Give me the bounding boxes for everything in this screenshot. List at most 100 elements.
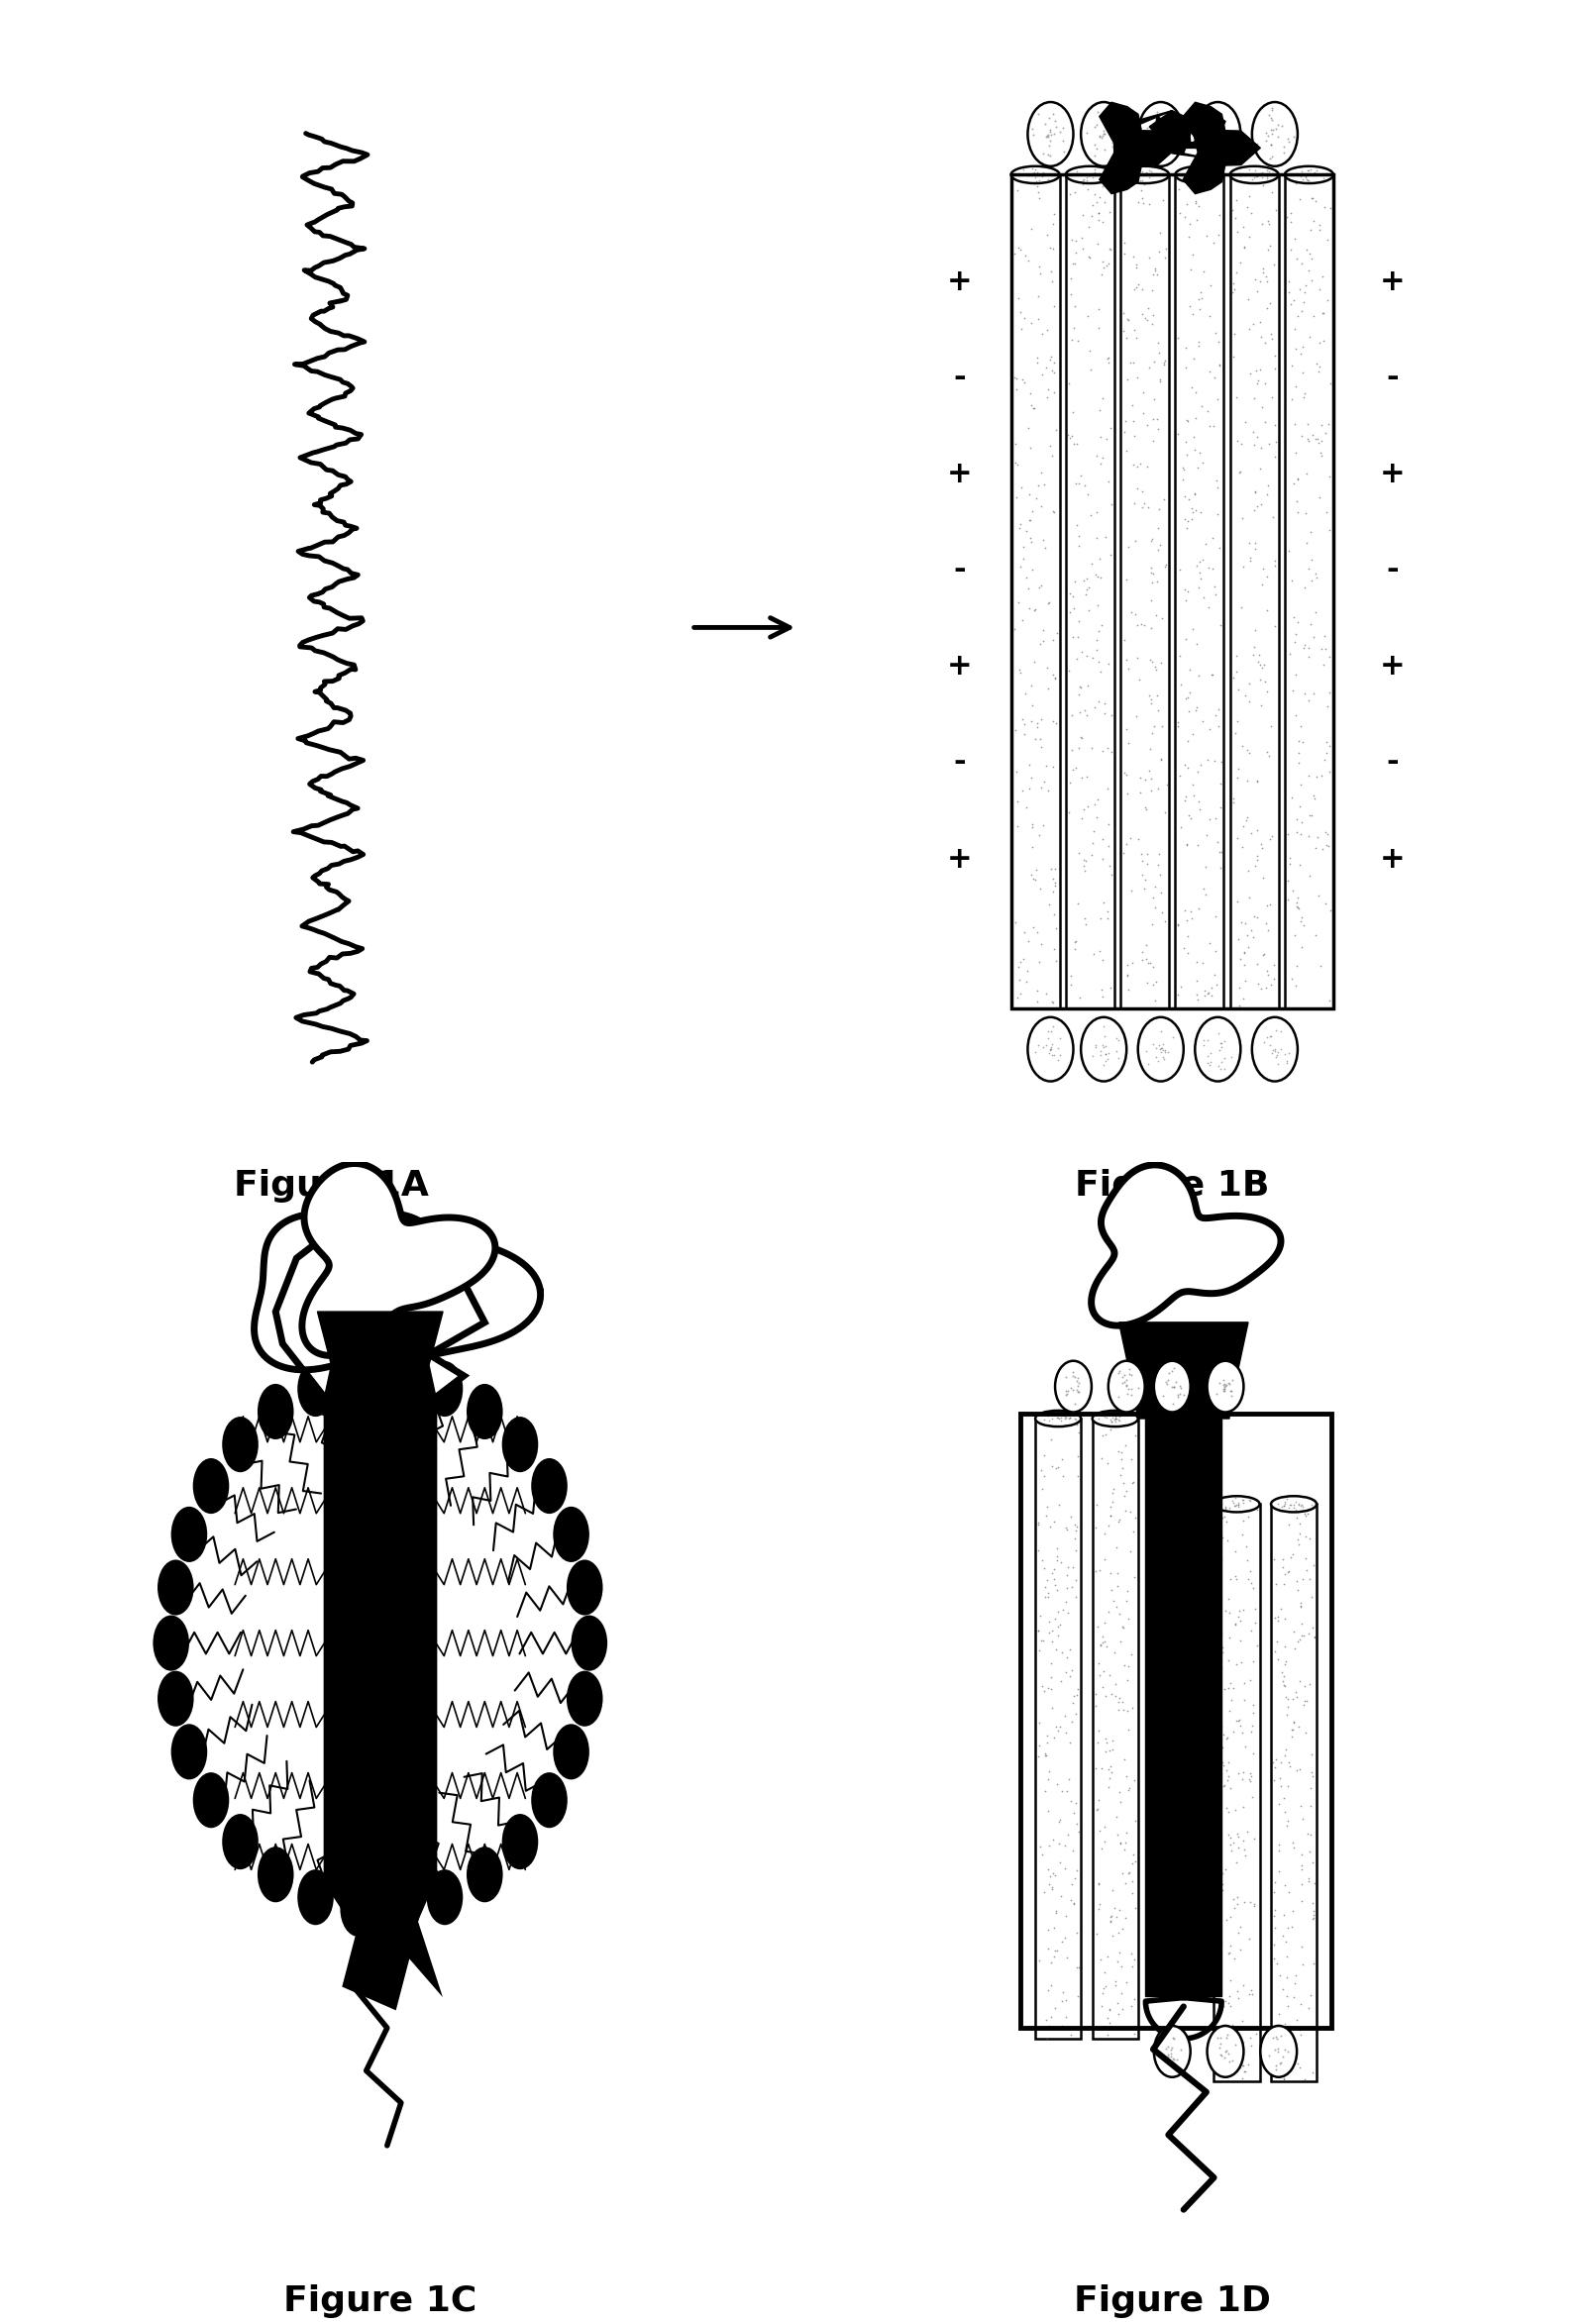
- Point: [1150, 119, 1175, 156]
- Point: [1196, 588, 1221, 625]
- Point: [1291, 1494, 1316, 1532]
- Point: [1071, 165, 1096, 202]
- Point: [1014, 514, 1039, 551]
- Point: [1011, 539, 1036, 576]
- Point: [1299, 1485, 1324, 1522]
- Point: [1278, 286, 1304, 323]
- Point: [1136, 302, 1161, 339]
- Point: [1098, 1411, 1123, 1448]
- Point: [1178, 500, 1204, 537]
- Point: [1277, 1485, 1302, 1522]
- Point: [1050, 1457, 1076, 1494]
- Polygon shape: [325, 1397, 436, 1889]
- Point: [1022, 860, 1047, 897]
- Point: [1283, 1957, 1308, 1994]
- Point: [1152, 1041, 1177, 1078]
- Point: [1090, 732, 1115, 769]
- Point: [1188, 746, 1213, 783]
- Point: [1205, 823, 1231, 860]
- Point: [1297, 797, 1323, 834]
- Point: [1044, 1399, 1069, 1436]
- Point: [1120, 446, 1145, 483]
- Point: [1009, 772, 1034, 809]
- Point: [1095, 1443, 1120, 1480]
- Point: [1061, 309, 1087, 346]
- Point: [1069, 632, 1095, 669]
- Point: [1209, 1485, 1234, 1522]
- Point: [1087, 1889, 1112, 1927]
- Point: [1153, 230, 1178, 267]
- Point: [1204, 314, 1229, 351]
- Point: [1262, 407, 1288, 444]
- Point: [1196, 393, 1221, 430]
- Point: [1221, 272, 1247, 309]
- Point: [1076, 158, 1101, 195]
- Point: [1120, 1875, 1145, 1913]
- Point: [1266, 2029, 1291, 2066]
- Point: [1109, 1910, 1134, 1948]
- Point: [1145, 323, 1171, 360]
- Circle shape: [1251, 1018, 1297, 1081]
- Point: [1280, 1824, 1305, 1862]
- Point: [1243, 365, 1269, 402]
- Point: [1207, 834, 1232, 872]
- Point: [1182, 160, 1207, 198]
- Point: [1245, 125, 1270, 163]
- Point: [1026, 1631, 1052, 1669]
- Point: [1082, 125, 1107, 163]
- Point: [1064, 507, 1090, 544]
- Point: [1019, 760, 1044, 797]
- Point: [1083, 1687, 1109, 1724]
- Point: [1291, 379, 1316, 416]
- Point: [1115, 1662, 1140, 1699]
- Circle shape: [1194, 102, 1240, 167]
- Point: [1213, 1367, 1239, 1404]
- Point: [1167, 665, 1193, 702]
- Point: [1259, 91, 1285, 128]
- Point: [1300, 1945, 1326, 1982]
- Point: [1091, 184, 1117, 221]
- Point: [1288, 902, 1313, 939]
- Point: [1202, 576, 1228, 614]
- Point: [1266, 1785, 1291, 1822]
- Point: [1286, 270, 1312, 307]
- Point: [1158, 2031, 1183, 2068]
- Text: Figure 1C: Figure 1C: [284, 2284, 477, 2317]
- Point: [1313, 885, 1338, 923]
- Point: [1242, 156, 1267, 193]
- Point: [1137, 349, 1163, 386]
- Point: [1085, 781, 1110, 818]
- Point: [1229, 1762, 1255, 1799]
- Point: [1204, 1594, 1229, 1631]
- Point: [1023, 479, 1049, 516]
- Point: [1045, 1041, 1071, 1078]
- Point: [1236, 930, 1261, 967]
- Point: [1262, 1039, 1288, 1076]
- Point: [1150, 1032, 1175, 1069]
- Point: [1202, 358, 1228, 395]
- Point: [1020, 151, 1045, 188]
- Point: [1285, 1562, 1310, 1599]
- Point: [1205, 102, 1231, 139]
- Point: [1218, 1899, 1243, 1936]
- Circle shape: [567, 1671, 604, 1727]
- Point: [1015, 156, 1041, 193]
- Point: [1186, 658, 1212, 695]
- Polygon shape: [1093, 1418, 1137, 2038]
- Point: [1101, 1583, 1126, 1620]
- Point: [1167, 637, 1193, 674]
- Point: [1191, 253, 1217, 290]
- Circle shape: [222, 1418, 258, 1471]
- Point: [1201, 223, 1226, 260]
- Point: [1171, 451, 1196, 488]
- Point: [1080, 158, 1106, 195]
- Point: [1098, 1748, 1123, 1785]
- Point: [1033, 1736, 1058, 1773]
- Point: [1011, 941, 1036, 978]
- Point: [1058, 1783, 1083, 1820]
- Point: [1300, 156, 1326, 193]
- Point: [1285, 460, 1310, 497]
- Point: [1229, 1643, 1255, 1680]
- Point: [1237, 1480, 1262, 1518]
- Point: [1020, 806, 1045, 844]
